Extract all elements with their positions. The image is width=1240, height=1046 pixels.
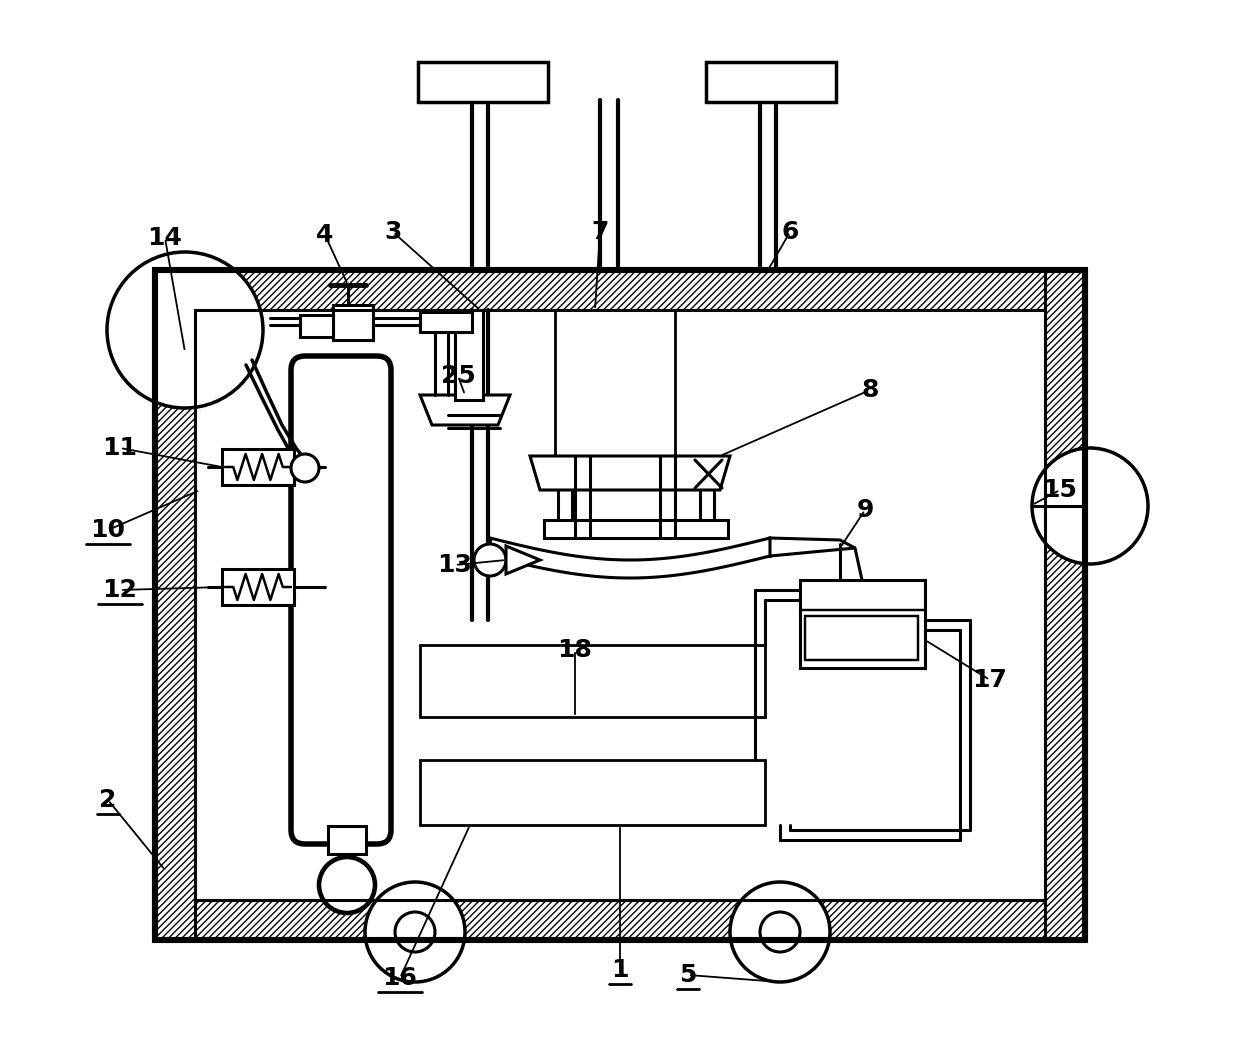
- Bar: [805, 616, 918, 660]
- Bar: [300, 315, 334, 337]
- Polygon shape: [770, 538, 856, 556]
- Text: 15: 15: [1043, 478, 1078, 502]
- Circle shape: [1032, 448, 1148, 564]
- Bar: [420, 760, 765, 825]
- Bar: [329, 826, 366, 854]
- Circle shape: [107, 252, 263, 408]
- Circle shape: [291, 454, 319, 482]
- Bar: [155, 270, 1085, 940]
- Text: 25: 25: [440, 364, 475, 388]
- Text: 7: 7: [591, 220, 609, 244]
- Text: 9: 9: [857, 498, 874, 522]
- Bar: [556, 310, 675, 470]
- Polygon shape: [420, 395, 510, 425]
- Circle shape: [396, 912, 435, 952]
- Circle shape: [319, 857, 374, 913]
- Text: 16: 16: [383, 967, 418, 990]
- Circle shape: [474, 544, 506, 576]
- Text: 12: 12: [103, 578, 138, 602]
- Bar: [420, 312, 472, 332]
- Bar: [155, 270, 1085, 310]
- Polygon shape: [529, 456, 730, 490]
- Bar: [544, 520, 728, 538]
- Text: 11: 11: [103, 436, 138, 460]
- Text: 2: 2: [99, 788, 117, 812]
- Bar: [195, 310, 1045, 900]
- Text: 10: 10: [91, 518, 125, 542]
- Bar: [155, 270, 1085, 940]
- Text: 3: 3: [384, 220, 402, 244]
- Text: 6: 6: [781, 220, 799, 244]
- Text: 8: 8: [862, 378, 879, 402]
- Bar: [155, 270, 195, 940]
- Bar: [1045, 270, 1085, 940]
- Circle shape: [730, 882, 830, 982]
- Text: 17: 17: [972, 668, 1007, 692]
- Text: 1: 1: [611, 958, 629, 982]
- Bar: [455, 310, 484, 400]
- Text: 4: 4: [316, 223, 334, 247]
- Bar: [420, 645, 765, 717]
- Bar: [195, 310, 1045, 900]
- Circle shape: [760, 912, 800, 952]
- Bar: [800, 579, 925, 668]
- Text: 18: 18: [558, 638, 593, 662]
- FancyBboxPatch shape: [291, 356, 391, 844]
- Circle shape: [365, 882, 465, 982]
- Text: 5: 5: [680, 963, 697, 987]
- Bar: [706, 62, 836, 103]
- Polygon shape: [506, 546, 539, 574]
- Bar: [222, 569, 294, 605]
- Text: 14: 14: [148, 226, 182, 250]
- Text: 13: 13: [438, 553, 472, 577]
- Bar: [155, 900, 1085, 940]
- Bar: [334, 305, 373, 340]
- Bar: [222, 449, 294, 485]
- Bar: [418, 62, 548, 103]
